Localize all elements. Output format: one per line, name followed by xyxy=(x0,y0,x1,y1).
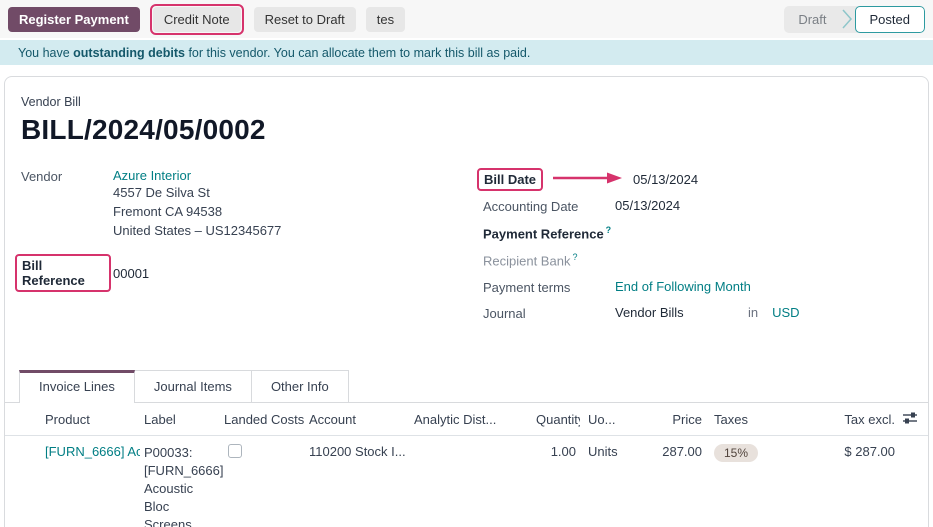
journal-field: Journal Vendor Bills in USD xyxy=(483,305,912,321)
credit-note-button[interactable]: Credit Note xyxy=(152,6,241,32)
col-header-analytic[interactable]: Analytic Dist... xyxy=(410,403,532,436)
cell-landed-costs xyxy=(220,436,305,527)
cell-uom[interactable]: Units xyxy=(588,444,618,459)
page-title: BILL/2024/05/0002 xyxy=(21,114,266,145)
bill-date-field: Bill Date 05/13/2024 xyxy=(477,168,912,191)
cell-label[interactable]: P00033: [FURN_6666] Acoustic Bloc Screen… xyxy=(144,445,224,527)
bill-reference-value[interactable]: 00001 xyxy=(113,265,150,281)
bill-date-label: Bill Date xyxy=(477,168,544,191)
address-line: Fremont CA 94538 xyxy=(113,204,223,219)
invoice-lines-table: Product Label Landed Costs Account Analy… xyxy=(5,403,928,527)
document-type-label: Vendor Bill xyxy=(21,95,81,109)
payment-terms-label: Payment terms xyxy=(483,279,571,295)
payment-reference-field: Payment Reference? xyxy=(483,224,912,241)
accounting-date-field: Accounting Date 05/13/2024 xyxy=(483,198,912,214)
annotation-arrow xyxy=(551,172,623,187)
cell-quantity[interactable]: 1.00 xyxy=(550,444,576,459)
payment-terms-field: Payment terms End of Following Month xyxy=(483,279,912,295)
banner-text-prefix: You have xyxy=(18,45,74,60)
bill-reference-label: Bill Reference xyxy=(15,254,111,292)
chevron-right-icon xyxy=(841,6,855,32)
cell-price[interactable]: 287.00 xyxy=(662,444,702,459)
col-header-price[interactable]: Price xyxy=(645,403,706,436)
status-posted[interactable]: Posted xyxy=(854,5,925,33)
col-header-product[interactable]: Product xyxy=(5,403,140,436)
banner-text-bold: outstanding debits xyxy=(73,45,185,60)
table-header-row: Product Label Landed Costs Account Analy… xyxy=(5,403,928,436)
payment-terms-value[interactable]: End of Following Month xyxy=(615,278,751,294)
cell-tax-excl: $ 287.00 xyxy=(844,444,895,459)
tab-invoice-lines[interactable]: Invoice Lines xyxy=(19,370,135,403)
toolbar: Register Payment Credit Note Reset to Dr… xyxy=(0,0,933,38)
table-row[interactable]: [FURN_6666] Acoustic Bloc Screens P00033… xyxy=(5,436,928,527)
adjust-columns-icon[interactable] xyxy=(903,411,917,428)
outstanding-debits-banner: You have outstanding debits for this ven… xyxy=(0,40,933,65)
cell-options xyxy=(899,436,928,527)
accounting-date-value[interactable]: 05/13/2024 xyxy=(615,198,681,213)
annotation-box-bill-reference: Bill Reference xyxy=(15,254,111,292)
left-field-group: Vendor Azure Interior 4557 De Silva St F… xyxy=(15,168,481,366)
tab-other-info[interactable]: Other Info xyxy=(251,370,349,403)
col-header-tax-excl[interactable]: Tax excl. xyxy=(795,403,899,436)
col-header-account[interactable]: Account xyxy=(305,403,410,436)
journal-value[interactable]: Vendor Bills xyxy=(615,304,684,320)
register-payment-button[interactable]: Register Payment xyxy=(8,6,140,32)
tax-badge[interactable]: 15% xyxy=(714,444,759,462)
accounting-date-label: Accounting Date xyxy=(483,199,579,214)
notebook-tabs: Invoice Lines Journal Items Other Info xyxy=(5,370,928,403)
col-header-uom[interactable]: Uo... xyxy=(580,403,645,436)
tab-journal-items[interactable]: Journal Items xyxy=(134,370,252,403)
help-icon[interactable]: ? xyxy=(572,252,578,263)
address-line: United States – US12345677 xyxy=(113,223,282,238)
cell-analytic[interactable] xyxy=(410,436,532,527)
vendor-link[interactable]: Azure Interior xyxy=(113,168,192,183)
bill-date-value[interactable]: 05/13/2024 xyxy=(633,172,699,187)
recipient-bank-label: Recipient Bank? xyxy=(483,251,615,268)
payment-reference-label: Payment Reference? xyxy=(483,224,615,241)
status-bar: Draft Posted xyxy=(784,5,925,33)
col-header-options xyxy=(899,403,928,436)
vendor-address: 4557 De Silva St Fremont CA 94538 United… xyxy=(113,183,281,240)
tes-button[interactable]: tes xyxy=(365,6,406,32)
col-header-quantity[interactable]: Quantity xyxy=(532,403,580,436)
vendor-bill-form: Vendor Bill BILL/2024/05/0002 Vendor Azu… xyxy=(4,76,929,527)
journal-currency-link[interactable]: USD xyxy=(772,304,800,320)
cell-account[interactable]: 110200 Stock I... xyxy=(309,444,406,459)
right-field-group: Bill Date 05/13/2024 Accounting Date 05/… xyxy=(477,168,912,366)
cell-taxes: 15% xyxy=(706,436,795,527)
vendor-field: Vendor Azure Interior 4557 De Silva St F… xyxy=(21,168,481,240)
recipient-bank-field: Recipient Bank? xyxy=(483,251,912,268)
journal-in-label: in xyxy=(748,304,759,320)
col-header-label[interactable]: Label xyxy=(140,403,220,436)
cell-product[interactable]: [FURN_6666] Acoustic Bloc Screens xyxy=(45,444,140,459)
payment-reference-label-text: Payment Reference xyxy=(483,226,604,242)
recipient-bank-label-text: Recipient Bank xyxy=(483,253,571,269)
reset-to-draft-button[interactable]: Reset to Draft xyxy=(253,6,356,32)
help-icon[interactable]: ? xyxy=(605,225,612,235)
status-draft[interactable]: Draft xyxy=(798,11,827,27)
col-header-taxes[interactable]: Taxes xyxy=(706,403,795,436)
landed-costs-checkbox[interactable] xyxy=(228,444,242,458)
vendor-label: Vendor xyxy=(21,169,63,184)
banner-text-suffix: for this vendor. You can allocate them t… xyxy=(184,45,531,60)
annotation-box-bill-date: Bill Date xyxy=(477,168,609,191)
journal-label: Journal xyxy=(483,305,526,321)
col-header-landed-costs[interactable]: Landed Costs xyxy=(220,403,305,436)
field-groups: Vendor Azure Interior 4557 De Silva St F… xyxy=(15,168,912,366)
address-line: 4557 De Silva St xyxy=(113,185,210,200)
bill-reference-field: Bill Reference 00001 xyxy=(15,254,481,292)
annotation-box-credit-note: Credit Note xyxy=(149,3,244,35)
